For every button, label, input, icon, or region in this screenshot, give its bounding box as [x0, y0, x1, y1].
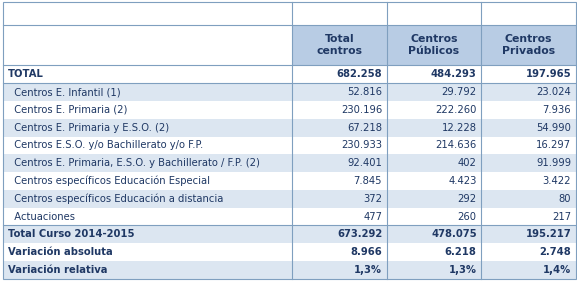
Text: 12.228: 12.228: [441, 123, 477, 133]
Bar: [3, 172, 576, 190]
Text: 7.845: 7.845: [354, 176, 382, 186]
Text: Total
centros: Total centros: [317, 34, 362, 56]
Text: 372: 372: [363, 194, 382, 204]
Bar: [3, 83, 576, 101]
Text: 478.075: 478.075: [431, 229, 477, 239]
Text: 80: 80: [559, 194, 571, 204]
Text: 4.423: 4.423: [448, 176, 477, 186]
Text: 1,3%: 1,3%: [354, 265, 382, 275]
Text: 8.966: 8.966: [350, 247, 382, 257]
Text: Total Curso 2014-2015: Total Curso 2014-2015: [8, 229, 134, 239]
Text: 52.816: 52.816: [347, 87, 382, 97]
Text: 230.196: 230.196: [341, 105, 382, 115]
Text: 23.024: 23.024: [537, 87, 571, 97]
Text: Variación relativa: Variación relativa: [8, 265, 107, 275]
Bar: [3, 243, 576, 261]
Text: 402: 402: [458, 158, 477, 168]
Text: Centros E. Primaria (2): Centros E. Primaria (2): [8, 105, 127, 115]
Text: Variación absoluta: Variación absoluta: [8, 247, 113, 257]
Bar: [3, 154, 576, 172]
Text: 217: 217: [552, 212, 571, 221]
Text: Centros
Públicos: Centros Públicos: [409, 34, 460, 56]
Text: 92.401: 92.401: [347, 158, 382, 168]
Text: Centros
Privados: Centros Privados: [502, 34, 555, 56]
Text: Actuaciones: Actuaciones: [8, 212, 74, 221]
Text: Centros E.S.O. y/o Bachillerato y/o F.P.: Centros E.S.O. y/o Bachillerato y/o F.P.: [8, 140, 203, 150]
Bar: [3, 190, 576, 208]
Text: 1,4%: 1,4%: [543, 265, 571, 275]
Text: 195.217: 195.217: [526, 229, 571, 239]
Text: 197.965: 197.965: [526, 69, 571, 79]
Bar: [3, 208, 576, 225]
Text: Centros específicos Educación a distancia: Centros específicos Educación a distanci…: [8, 194, 223, 204]
Text: 16.297: 16.297: [536, 140, 571, 150]
Bar: [292, 25, 387, 65]
Bar: [3, 137, 576, 154]
Text: 260: 260: [458, 212, 477, 221]
Text: 7.936: 7.936: [542, 105, 571, 115]
Text: 1,3%: 1,3%: [449, 265, 477, 275]
Bar: [3, 119, 576, 137]
Text: 682.258: 682.258: [336, 69, 382, 79]
Text: Centros E. Infantil (1): Centros E. Infantil (1): [8, 87, 120, 97]
Bar: [3, 225, 576, 243]
Text: Centros E. Primaria, E.S.O. y Bachillerato / F.P. (2): Centros E. Primaria, E.S.O. y Bachillera…: [8, 158, 260, 168]
Text: 3.422: 3.422: [543, 176, 571, 186]
Text: 230.933: 230.933: [341, 140, 382, 150]
Text: 54.990: 54.990: [537, 123, 571, 133]
Text: 2.748: 2.748: [539, 247, 571, 257]
Text: Centros específicos Educación Especial: Centros específicos Educación Especial: [8, 176, 209, 186]
Text: TOTAL: TOTAL: [8, 69, 43, 79]
Text: 484.293: 484.293: [431, 69, 477, 79]
Bar: [481, 25, 576, 65]
Text: 673.292: 673.292: [337, 229, 382, 239]
Text: 477: 477: [363, 212, 382, 221]
Text: 91.999: 91.999: [536, 158, 571, 168]
Text: 292: 292: [458, 194, 477, 204]
Bar: [3, 65, 576, 83]
Text: 222.260: 222.260: [435, 105, 477, 115]
Text: 214.636: 214.636: [436, 140, 477, 150]
Bar: [3, 101, 576, 119]
Text: 29.792: 29.792: [441, 87, 477, 97]
Text: Centros E. Primaria y E.S.O. (2): Centros E. Primaria y E.S.O. (2): [8, 123, 168, 133]
Text: 6.218: 6.218: [445, 247, 477, 257]
Text: 67.218: 67.218: [347, 123, 382, 133]
Bar: [3, 261, 576, 279]
Bar: [387, 25, 481, 65]
